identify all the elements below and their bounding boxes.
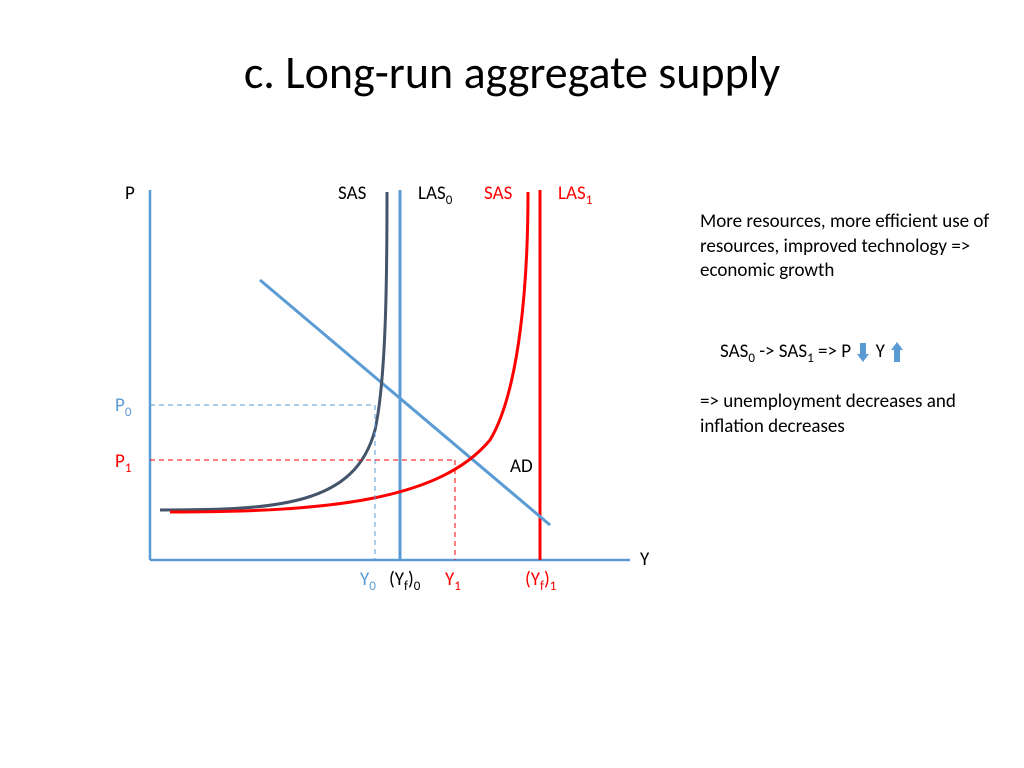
las1-label: LAS1	[558, 182, 592, 208]
ad-label: AD	[510, 455, 533, 478]
p0-label: P0	[115, 394, 131, 420]
page-title: c. Long-run aggregate supply	[0, 45, 1024, 101]
x-axis-label: Y	[640, 548, 649, 571]
conclusion-paragraph: => unemployment decreases and inflation …	[700, 390, 1000, 439]
explanation-paragraph: More resources, more efficient use of re…	[700, 210, 1000, 284]
y-axis-label: P	[125, 182, 135, 205]
down-arrow-icon	[857, 342, 869, 362]
sas0-label: SAS	[338, 182, 366, 205]
y1-label: Y1	[445, 568, 461, 594]
las0-label: LAS0	[418, 182, 452, 208]
yf1-label: (Yf)1	[525, 568, 556, 594]
economics-chart: P Y SAS LAS0 SAS LAS1 AD P0 P1 Y0 (Yf)0 …	[100, 180, 660, 600]
yf0-label: (Yf)0	[389, 568, 420, 594]
sas1-label: SAS	[484, 182, 512, 205]
p1-label: P1	[115, 450, 131, 476]
y0-label: Y0	[360, 568, 376, 594]
equation-line: SAS0 -> SAS1 => P Y	[720, 340, 1020, 368]
up-arrow-icon	[891, 342, 903, 362]
